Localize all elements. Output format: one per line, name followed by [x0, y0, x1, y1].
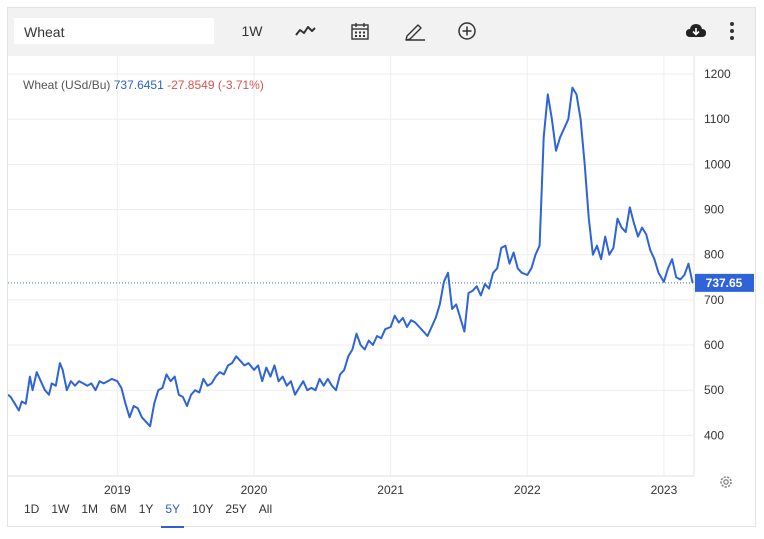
interval-label: 1W — [241, 23, 263, 39]
chart-legend: Wheat (USd/Bu) 737.6451 -27.8549 (-3.71%… — [23, 78, 264, 92]
legend-change: -27.8549 (-3.71%) — [167, 78, 264, 92]
symbol-search-input[interactable] — [14, 18, 214, 44]
x-tick-label: 2023 — [651, 483, 678, 496]
download-button[interactable] — [682, 18, 710, 44]
plus-circle-icon — [457, 21, 477, 41]
x-tick-label: 2019 — [104, 483, 131, 496]
range-6m-button[interactable]: 6M — [110, 502, 127, 516]
date-range-button[interactable] — [346, 18, 374, 44]
chart-toolbar: 1W — [8, 8, 755, 56]
range-10y-button[interactable]: 10Y — [192, 502, 214, 516]
chart-widget: 1W — [7, 7, 756, 528]
chart-settings-button[interactable] — [717, 473, 735, 491]
range-1d-button[interactable]: 1D — [24, 502, 40, 516]
drawing-tools-button[interactable] — [401, 18, 429, 44]
chart-area[interactable]: 400 500 600 700 800 900 1000 1100 1200 2019 2020 20… — [8, 56, 755, 496]
pencil-icon — [403, 21, 427, 41]
range-all-button[interactable]: All — [258, 502, 273, 516]
range-1y-button[interactable]: 1Y — [138, 502, 154, 516]
y-tick-label: 400 — [704, 428, 724, 442]
y-tick-label: 600 — [704, 338, 724, 352]
y-tick-label: 1000 — [704, 157, 731, 171]
legend-price: 737.6451 — [113, 78, 164, 92]
range-selector: 1D 1W 1M 6M 1Y 5Y 10Y 25Y All — [18, 498, 278, 528]
last-value-tag — [695, 273, 754, 292]
gear-icon — [717, 476, 735, 495]
range-5y-button[interactable]: 5Y — [159, 498, 186, 528]
x-tick-label: 2022 — [514, 483, 541, 496]
interval-button[interactable]: 1W — [236, 18, 268, 44]
y-tick-label: 1200 — [704, 67, 731, 81]
y-tick-label: 900 — [704, 203, 724, 217]
x-tick-label: 2020 — [241, 483, 268, 496]
x-tick-label: 2021 — [377, 483, 404, 496]
y-tick-label: 1100 — [704, 112, 730, 126]
last-value-label: 737.65 — [706, 276, 743, 290]
y-tick-label: 500 — [704, 383, 724, 397]
more-options-button[interactable] — [724, 18, 740, 44]
y-tick-label: 700 — [704, 293, 724, 307]
price-chart[interactable]: 400 500 600 700 800 900 1000 1100 1200 2019 2020 20… — [8, 56, 755, 496]
line-chart-icon — [294, 23, 316, 39]
cloud-download-icon — [685, 23, 707, 39]
more-vertical-icon — [729, 21, 735, 41]
range-25y-button[interactable]: 25Y — [225, 502, 247, 516]
chart-type-button[interactable] — [291, 18, 319, 44]
price-series-line — [8, 86, 694, 428]
range-1w-button[interactable]: 1W — [51, 502, 70, 516]
legend-name: Wheat (USd/Bu) — [23, 78, 111, 92]
y-tick-label: 800 — [704, 248, 724, 262]
range-1m-button[interactable]: 1M — [81, 502, 99, 516]
add-indicator-button[interactable] — [453, 18, 481, 44]
calendar-icon — [350, 21, 370, 41]
